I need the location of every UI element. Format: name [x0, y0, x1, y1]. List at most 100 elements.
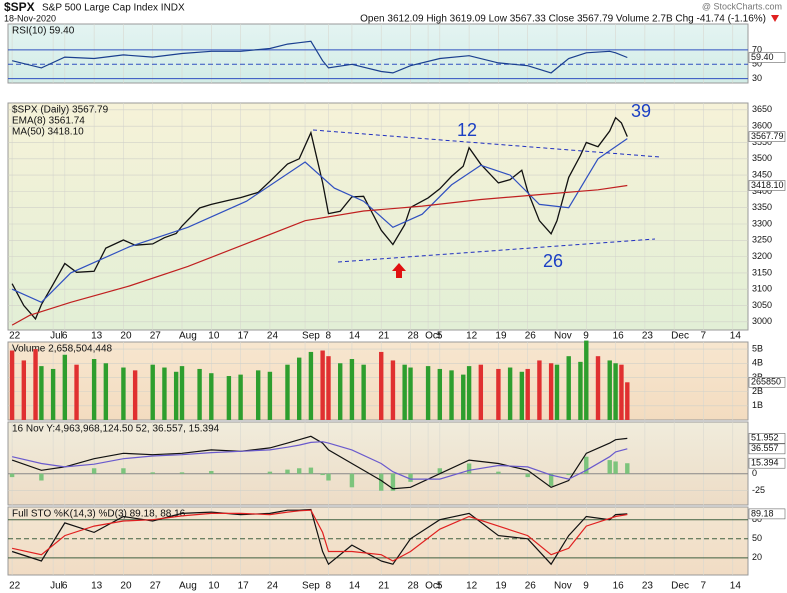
volume-bar	[496, 368, 501, 420]
annotation: 12	[457, 120, 477, 140]
trendline	[337, 238, 656, 263]
volume-bar	[584, 340, 589, 420]
x-tick-label: 13	[91, 331, 103, 342]
volume-bar	[21, 360, 27, 420]
x-tick-label: Oct	[425, 331, 441, 342]
x-tick-label: 23	[642, 581, 654, 592]
volume-bar	[320, 350, 325, 420]
histogram-bar	[9, 473, 15, 478]
value-box-label: 265850	[751, 377, 781, 387]
histogram-bar	[296, 468, 302, 474]
value-box-label: 3418.10	[751, 180, 784, 190]
y-tick-label: 2B	[752, 386, 763, 396]
x-tick-label: 23	[642, 331, 654, 342]
volume-bar	[461, 374, 466, 420]
value-box-label: 36.557	[751, 443, 779, 453]
volume-bar	[173, 371, 179, 420]
histogram-bar	[548, 473, 554, 486]
volume-bar	[595, 356, 601, 420]
x-tick-label: 20	[120, 331, 132, 342]
x-tick-label: Sep	[302, 331, 320, 342]
volume-bar	[132, 370, 138, 420]
x-tick-label: 12	[466, 331, 478, 342]
histogram-bar	[613, 461, 618, 474]
value-box	[748, 433, 786, 444]
x-tick-label: 10	[208, 581, 220, 592]
annotation: 26	[543, 251, 563, 271]
date: 18-Nov-2020	[4, 13, 56, 23]
source: @ StockCharts.com	[702, 1, 782, 11]
y-tick-label: 3600	[752, 121, 772, 131]
trendline	[312, 129, 661, 158]
legend-entry: RSI(10) 59.40	[12, 26, 75, 37]
y-tick-label: 50	[752, 59, 762, 69]
histogram-bar	[150, 472, 155, 474]
x-tick-label: 16	[613, 581, 625, 592]
volume-bar	[519, 371, 525, 420]
volume-bar	[402, 364, 407, 420]
y-tick-label: 3350	[752, 202, 772, 212]
x-tick-label: 16	[613, 331, 625, 342]
x-tick-label: 27	[150, 331, 162, 342]
histogram-bar	[607, 460, 612, 474]
x-tick-label: Dec	[671, 331, 689, 342]
x-tick-label: 6	[62, 581, 68, 592]
panel-title: Full STO %K(14,3) %D(3) 89.18, 88.16	[12, 509, 186, 520]
value-box-label: 3567.79	[751, 131, 784, 141]
y-tick-label: 20	[752, 552, 762, 562]
y-tick-label: 3450	[752, 169, 772, 179]
volume-bar	[578, 361, 583, 420]
volume-bar	[566, 356, 571, 420]
series-line	[11, 138, 628, 304]
volume-bar	[62, 354, 68, 420]
volume-bar	[74, 364, 79, 420]
x-tick-label: 24	[267, 581, 279, 592]
histogram-bar	[267, 471, 273, 474]
x-tick-label: 14	[730, 331, 742, 342]
volume-bar	[209, 373, 214, 420]
x-tick-label: 9	[583, 581, 589, 592]
volume-bar	[554, 364, 560, 420]
x-tick-label: 21	[378, 331, 390, 342]
y-tick-label: 3500	[752, 153, 772, 163]
volume-bar	[613, 363, 618, 420]
legend-entry: MA(50) 3418.10	[12, 127, 84, 138]
volume-bar	[39, 366, 44, 420]
histogram-bar	[379, 473, 384, 491]
y-tick-label: 3300	[752, 218, 772, 228]
value-box	[748, 376, 786, 388]
x-tick-label: Sep	[302, 581, 320, 592]
volume-bar	[338, 363, 343, 420]
volume-bar	[179, 366, 185, 420]
x-tick-label: 19	[495, 581, 507, 592]
quote: Open 3612.09 High 3619.09 Low 3567.33 Cl…	[360, 14, 766, 25]
panel-background	[7, 506, 749, 576]
x-tick-label: Jul	[50, 581, 63, 592]
volume-bar	[478, 364, 484, 420]
annotation: 39	[631, 101, 651, 121]
histogram-bar	[466, 463, 472, 474]
x-tick-label: 27	[150, 581, 162, 592]
volume-bar	[449, 370, 454, 420]
volume-bar	[619, 364, 624, 420]
x-tick-label: Oct	[425, 581, 441, 592]
volume-bar	[50, 368, 56, 420]
series-line	[11, 435, 628, 490]
volume-bar	[255, 370, 261, 420]
x-tick-label: 19	[495, 331, 507, 342]
x-tick-label: Aug	[179, 331, 197, 342]
volume-bar	[625, 382, 630, 420]
x-tick-label: 7	[700, 581, 706, 592]
volume-bar	[437, 368, 443, 420]
x-tick-label: 28	[408, 581, 420, 592]
volume-bar	[33, 349, 38, 420]
down-arrow-icon	[771, 15, 779, 22]
histogram-bar	[179, 472, 185, 474]
security-name: S&P 500 Large Cap Index INDX	[42, 3, 185, 14]
x-tick-label: 8	[325, 581, 331, 592]
value-box-label: 51.952	[751, 433, 779, 443]
y-tick-label: 4B	[752, 358, 763, 368]
series-line	[11, 184, 628, 326]
arrow-annotation	[392, 263, 406, 278]
x-tick-label: Nov	[554, 581, 572, 592]
